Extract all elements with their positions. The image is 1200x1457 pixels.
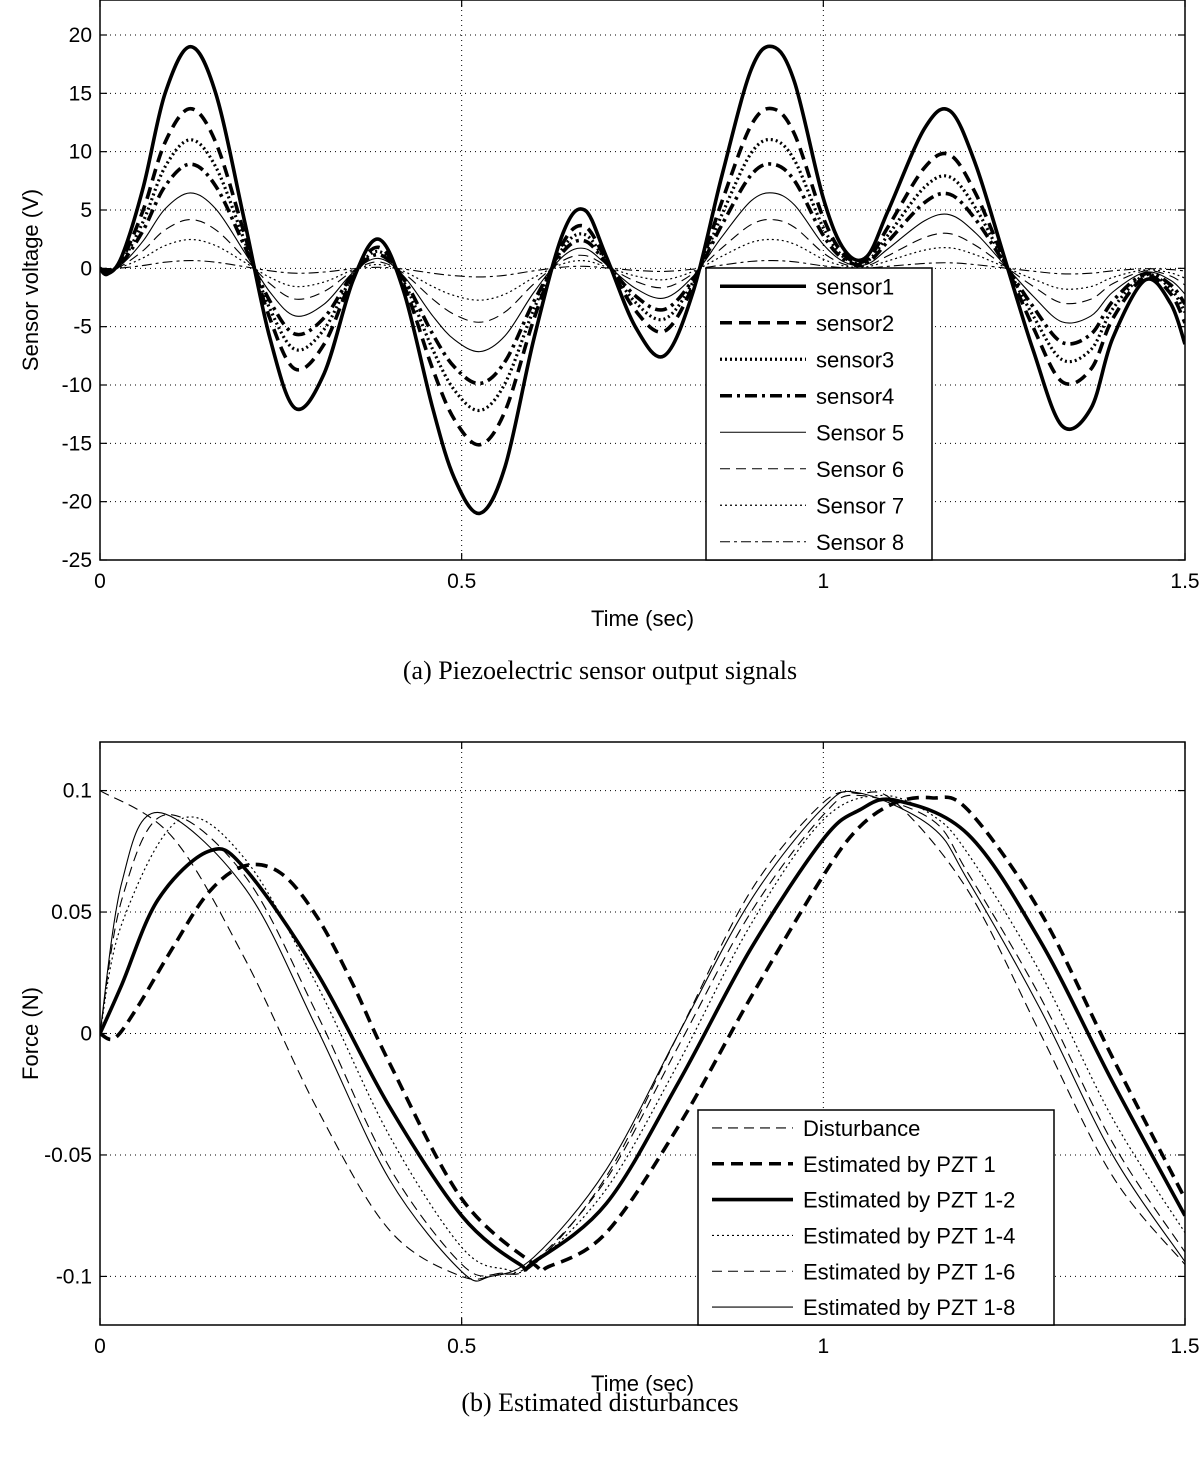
x-tick-label: 1 — [817, 570, 829, 593]
y-tick-label: 0 — [80, 257, 92, 280]
x-tick-label: 0 — [94, 1335, 106, 1358]
legend: Disturbance Estimated by PZT 1 Estimated b… — [697, 1109, 1055, 1326]
y-tick-label: 0.1 — [63, 780, 92, 803]
x-axis-label: Time (sec) — [591, 606, 694, 631]
x-axis-label: Time (sec) — [591, 1371, 694, 1396]
series-line-sensor2 — [100, 106, 1185, 447]
y-tick-label: -10 — [62, 374, 92, 397]
y-tick-label: 5 — [80, 199, 92, 222]
y-tick-label: 10 — [69, 141, 92, 164]
y-tick-label: -0.1 — [56, 1265, 92, 1288]
legend-label: sensor3 — [816, 347, 894, 372]
y-tick-label: 0 — [80, 1023, 92, 1046]
y-tick-label: 15 — [69, 82, 92, 105]
series-line-estimated-by-pzt-1-8 — [100, 790, 1185, 1282]
legend: sensor1 sensor2 sensor3 sensor4 Sensor 5 Sens… — [705, 267, 933, 561]
series-line-estimated-by-pzt-1-2 — [100, 797, 1185, 1272]
caption-b: (b) Estimated disturbances — [461, 1388, 739, 1417]
y-axis-label: Sensor voltage (V) — [18, 189, 43, 371]
legend-label: sensor1 — [816, 274, 894, 299]
legend-box — [705, 267, 933, 561]
y-tick-label: -5 — [73, 316, 92, 339]
chart-0: 0 0.5 1 1.5 -25 -20 -15 -10 -5 0 5 10 15 20 Time (sec)… — [18, 0, 1200, 631]
chart-1: 0 0.5 1 1.5 -0.1 -0.05 0 0.05 0.1 Time (sec) Force… — [18, 741, 1200, 1396]
legend-label: Sensor 8 — [816, 530, 904, 555]
series-line-estimated-by-pzt-1 — [100, 795, 1185, 1274]
legend-label: sensor2 — [816, 311, 894, 336]
caption-a: (a) Piezoelectric sensor output signals — [402, 656, 798, 685]
y-tick-label: -0.05 — [44, 1144, 92, 1167]
legend-label: Disturbance — [803, 1116, 920, 1141]
series-line-disturbance — [100, 790, 1185, 1280]
legend-label: Sensor 7 — [816, 493, 904, 518]
series-line-estimated-by-pzt-1-6 — [100, 794, 1185, 1277]
y-tick-label: -15 — [62, 432, 92, 455]
series-line-sensor-8 — [100, 260, 1185, 278]
y-axis-label: Force (N) — [18, 987, 43, 1080]
series-line-sensor1 — [100, 44, 1185, 516]
legend-label: Estimated by PZT 1-2 — [803, 1188, 1015, 1213]
axes-box — [99, 0, 1186, 561]
legend-box — [697, 1109, 1055, 1326]
legend-label: Estimated by PZT 1-4 — [803, 1223, 1015, 1248]
series-line-sensor-5 — [100, 192, 1185, 353]
legend-label: Estimated by PZT 1-6 — [803, 1259, 1015, 1284]
legend-label: Sensor 6 — [816, 457, 904, 482]
series-group — [100, 790, 1185, 1282]
series-line-sensor-7 — [100, 238, 1185, 301]
series-line-sensor3 — [100, 137, 1185, 413]
x-tick-label: 0 — [94, 570, 106, 593]
y-tick-label: -20 — [62, 491, 92, 514]
y-tick-label: -25 — [62, 549, 92, 572]
x-tick-label: 1.5 — [1170, 1335, 1199, 1358]
x-tick-label: 1.5 — [1170, 570, 1199, 593]
x-tick-label: 1 — [817, 1335, 829, 1358]
x-tick-label: 0.5 — [447, 1335, 476, 1358]
series-line-sensor-6 — [100, 218, 1185, 323]
series-line-sensor4 — [100, 162, 1185, 386]
legend-label: Sensor 5 — [816, 420, 904, 445]
x-tick-label: 0.5 — [447, 570, 476, 593]
y-tick-label: 0.05 — [51, 901, 92, 924]
series-group — [100, 44, 1185, 516]
legend-label: Estimated by PZT 1-8 — [803, 1295, 1015, 1320]
legend-label: sensor4 — [816, 384, 894, 409]
legend-label: Estimated by PZT 1 — [803, 1152, 996, 1177]
y-tick-label: 20 — [69, 24, 92, 47]
